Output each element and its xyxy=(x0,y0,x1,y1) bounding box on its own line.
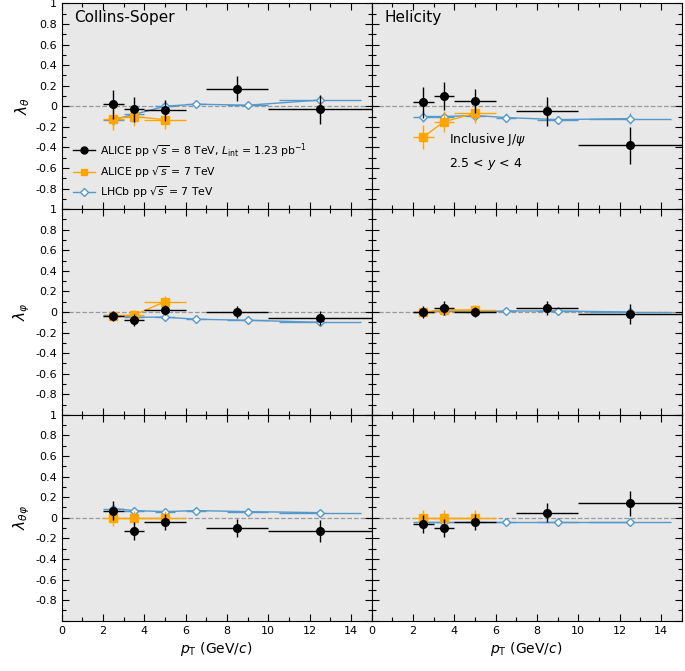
Legend: ALICE pp $\sqrt{s}$ = 8 TeV, $L_{\mathrm{int}}$ = 1.23 pb$^{-1}$, ALICE pp $\sqr: ALICE pp $\sqrt{s}$ = 8 TeV, $L_{\mathrm… xyxy=(73,141,308,199)
Y-axis label: $\lambda_{\theta}$: $\lambda_{\theta}$ xyxy=(14,97,32,115)
X-axis label: $p_{\mathrm{T}}$ (GeV/$c$): $p_{\mathrm{T}}$ (GeV/$c$) xyxy=(180,639,253,658)
Y-axis label: $\lambda_{\theta\varphi}$: $\lambda_{\theta\varphi}$ xyxy=(12,505,32,530)
Text: 2.5 < $y$ < 4: 2.5 < $y$ < 4 xyxy=(449,156,523,172)
Y-axis label: $\lambda_{\varphi}$: $\lambda_{\varphi}$ xyxy=(12,303,32,321)
X-axis label: $p_{\mathrm{T}}$ (GeV/$c$): $p_{\mathrm{T}}$ (GeV/$c$) xyxy=(490,639,563,658)
Text: Inclusive J/$\psi$: Inclusive J/$\psi$ xyxy=(449,131,526,148)
Text: Helicity: Helicity xyxy=(384,9,441,25)
Text: Collins-Soper: Collins-Soper xyxy=(74,9,175,25)
